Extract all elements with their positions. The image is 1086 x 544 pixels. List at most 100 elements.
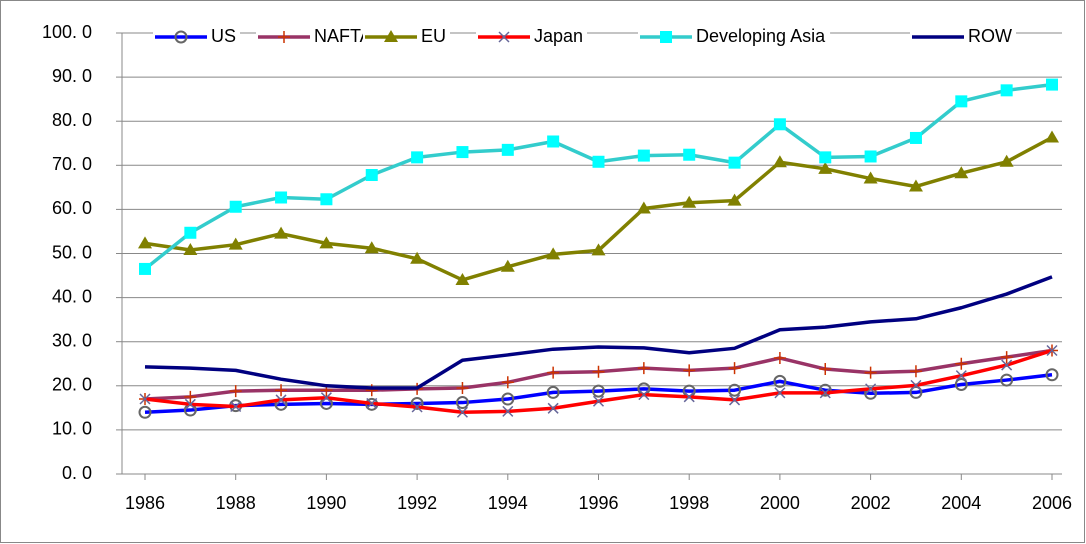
- y-tick-label: 80. 0: [52, 110, 92, 130]
- marker: [682, 195, 697, 208]
- y-tick-label: 0. 0: [62, 463, 92, 483]
- marker-shape: [819, 387, 831, 399]
- marker-shape: [1045, 368, 1059, 382]
- x-tick-label: 1992: [397, 493, 437, 513]
- marker: [410, 251, 425, 264]
- marker: [683, 148, 696, 161]
- marker: [1001, 359, 1013, 371]
- marker-shape: [910, 379, 922, 391]
- x-tick-label: 1996: [578, 493, 618, 513]
- marker: [728, 383, 742, 397]
- marker-shape: [954, 166, 969, 179]
- marker: [547, 402, 559, 414]
- marker-shape: [955, 370, 967, 382]
- marker: [1000, 84, 1013, 97]
- legend-item: ROW: [910, 25, 1016, 49]
- marker: [456, 146, 469, 159]
- marker: [999, 154, 1014, 167]
- marker-shape: [683, 148, 696, 161]
- x-tick-label: 2002: [851, 493, 891, 513]
- marker-shape: [547, 135, 560, 148]
- marker-shape: [229, 385, 242, 398]
- marker-shape: [275, 384, 288, 397]
- marker: [1046, 344, 1058, 357]
- marker-shape: [727, 193, 742, 206]
- marker-shape: [729, 394, 741, 406]
- marker: [683, 391, 695, 403]
- marker: [592, 365, 605, 378]
- marker-shape: [637, 149, 650, 162]
- marker-shape: [229, 200, 242, 213]
- marker: [728, 362, 741, 375]
- marker-shape: [773, 374, 787, 388]
- legend-text-bg: [532, 25, 588, 49]
- marker-shape: [999, 154, 1014, 167]
- marker-shape: [773, 118, 786, 131]
- marker-shape: [819, 363, 832, 376]
- marker: [411, 151, 424, 164]
- marker: [636, 201, 651, 214]
- legend-item: EU: [363, 25, 451, 49]
- marker: [773, 118, 786, 131]
- marker: [501, 143, 514, 156]
- marker: [818, 161, 833, 174]
- marker: [365, 169, 378, 182]
- marker-shape: [909, 365, 922, 378]
- marker: [660, 31, 672, 43]
- marker: [1045, 130, 1059, 143]
- marker-shape: [230, 400, 242, 413]
- marker: [1000, 351, 1013, 364]
- marker-shape: [819, 151, 832, 164]
- marker: [955, 95, 968, 108]
- marker: [174, 30, 188, 44]
- marker: [819, 363, 832, 376]
- x-tick-label: 1998: [669, 493, 709, 513]
- marker-shape: [864, 366, 877, 379]
- marker: [909, 131, 922, 144]
- marker: [229, 385, 242, 398]
- marker-shape: [682, 195, 697, 208]
- marker-shape: [773, 352, 786, 365]
- marker-shape: [183, 242, 198, 255]
- marker-shape: [320, 193, 333, 206]
- marker-shape: [1000, 373, 1014, 387]
- marker: [364, 241, 379, 254]
- marker-shape: [319, 236, 334, 249]
- marker: [637, 362, 650, 375]
- marker: [230, 400, 242, 413]
- marker-shape: [908, 179, 923, 192]
- marker: [683, 364, 696, 377]
- y-tick-label: 70. 0: [52, 154, 92, 174]
- marker: [547, 135, 560, 148]
- marker-shape: [365, 384, 378, 397]
- y-tick-label: 40. 0: [52, 286, 92, 306]
- marker-shape: [455, 272, 470, 285]
- marker-shape: [591, 243, 606, 256]
- legend-label: US: [211, 26, 236, 46]
- marker: [138, 405, 152, 419]
- marker: [954, 377, 968, 391]
- marker: [184, 226, 197, 239]
- marker: [139, 262, 151, 275]
- marker: [228, 237, 243, 250]
- marker: [546, 385, 560, 399]
- marker: [818, 383, 832, 397]
- marker-shape: [365, 169, 378, 182]
- marker-shape: [592, 384, 605, 398]
- marker: [229, 200, 242, 213]
- marker: [591, 243, 606, 256]
- marker-shape: [139, 262, 151, 275]
- y-tick-label: 60. 0: [52, 198, 92, 218]
- y-tick-label: 30. 0: [52, 330, 92, 350]
- marker-shape: [772, 155, 787, 168]
- x-tick-label: 1986: [125, 493, 165, 513]
- marker: [1046, 78, 1058, 91]
- legend-text-bg: [419, 25, 451, 49]
- legend-item: NAFTA: [256, 25, 376, 49]
- marker-shape: [546, 247, 561, 260]
- legend-item: Japan: [476, 25, 588, 49]
- marker-shape: [1000, 84, 1013, 97]
- marker: [1000, 373, 1014, 387]
- marker: [410, 396, 424, 410]
- marker-shape: [384, 30, 398, 42]
